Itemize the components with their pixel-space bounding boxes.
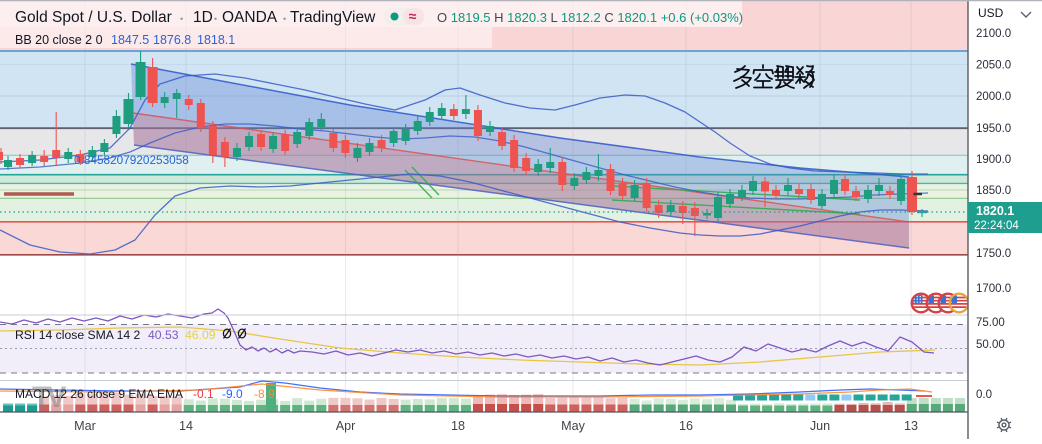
svg-text:MACD 12 26 close 9 EMA EMA: MACD 12 26 close 9 EMA EMA [15, 387, 183, 401]
svg-text:50.00: 50.00 [976, 339, 1005, 351]
svg-text:22:24:04: 22:24:04 [974, 220, 1019, 232]
svg-text:2000.0: 2000.0 [976, 91, 1011, 103]
svg-text:-8.9: -8.9 [254, 387, 275, 401]
svg-text:1750.0: 1750.0 [976, 248, 1011, 260]
svg-text:0.0: 0.0 [976, 389, 992, 401]
svg-text:-0.1: -0.1 [193, 387, 214, 401]
svg-text:USD: USD [978, 6, 1004, 20]
svg-text:•: • [180, 14, 183, 24]
svg-text:46.09: 46.09 [185, 328, 216, 342]
svg-text:Apr: Apr [336, 419, 356, 433]
svg-text:Jun: Jun [810, 419, 830, 433]
svg-text:1847.5: 1847.5 [111, 33, 149, 47]
svg-text:-9.0: -9.0 [222, 387, 243, 401]
svg-text:18: 18 [451, 419, 465, 433]
svg-text:1820.1: 1820.1 [976, 204, 1014, 218]
svg-text:Gold Spot / U.S. Dollar: Gold Spot / U.S. Dollar [15, 9, 172, 26]
svg-text:BB 20 close 2 0: BB 20 close 2 0 [15, 33, 103, 47]
svg-text:•: • [283, 14, 286, 24]
svg-text:TradingView: TradingView [290, 9, 376, 26]
svg-text:14: 14 [179, 419, 193, 433]
svg-text:1818.1: 1818.1 [197, 33, 235, 47]
svg-text:May: May [561, 419, 585, 433]
svg-text:1876.8: 1876.8 [153, 33, 191, 47]
svg-text:75.00: 75.00 [976, 317, 1005, 329]
svg-text:13: 13 [904, 419, 918, 433]
svg-text:2100.0: 2100.0 [976, 28, 1011, 40]
svg-text:1950.0: 1950.0 [976, 123, 1011, 135]
svg-text:1850.0: 1850.0 [976, 185, 1011, 197]
svg-text:OANDA: OANDA [222, 9, 278, 26]
svg-text:1700.0: 1700.0 [976, 283, 1011, 295]
svg-text:16: 16 [679, 419, 693, 433]
svg-text:40.53: 40.53 [148, 328, 179, 342]
svg-text:O 1819.5 H 1820.3 L 1812.2: O 1819.5 H 1820.3 L 1812.2 C 1820.1 +0.6… [437, 10, 743, 25]
svg-text:RSI 14 close SMA 14 2: RSI 14 close SMA 14 2 [15, 328, 141, 342]
svg-text:1900.0: 1900.0 [976, 154, 1011, 166]
svg-text:1D: 1D [193, 9, 213, 26]
svg-text:≈: ≈ [409, 8, 417, 24]
svg-text:0.8458207920253058: 0.8458207920253058 [74, 153, 189, 167]
svg-text:Mar: Mar [74, 419, 96, 433]
svg-text:•: • [214, 14, 217, 24]
svg-text:2050.0: 2050.0 [976, 60, 1011, 72]
